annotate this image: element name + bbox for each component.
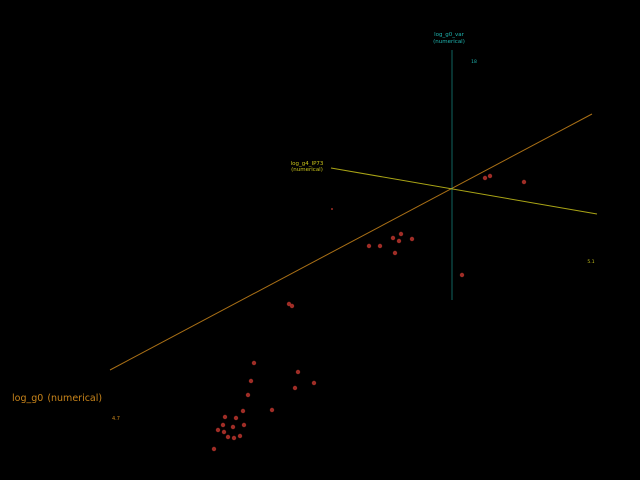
data-point bbox=[409, 236, 415, 242]
data-point bbox=[237, 433, 243, 439]
x-axis-title: log_g0 bbox=[12, 393, 43, 404]
data-point bbox=[240, 408, 246, 414]
data-point bbox=[289, 303, 295, 309]
points-layer bbox=[211, 173, 527, 452]
data-point bbox=[248, 378, 254, 384]
data-point bbox=[295, 369, 301, 375]
x-axis-tick-min: 4.7 bbox=[112, 416, 120, 422]
data-point bbox=[215, 427, 221, 433]
data-point bbox=[390, 235, 396, 241]
data-point bbox=[396, 238, 402, 244]
data-point bbox=[233, 415, 239, 421]
data-point bbox=[222, 414, 228, 420]
x-axis-kind: (numerical) bbox=[47, 393, 102, 404]
data-point bbox=[245, 392, 251, 398]
x-axis-line bbox=[109, 113, 593, 371]
data-point bbox=[398, 231, 404, 237]
data-point bbox=[377, 243, 383, 249]
y-axis-tick-max: 18 bbox=[471, 59, 477, 65]
data-point bbox=[392, 250, 398, 256]
y-axis-title: log_g0_var bbox=[434, 32, 465, 38]
z-axis-title: log_g4_IP73 bbox=[291, 161, 324, 167]
data-point bbox=[331, 208, 333, 210]
z-axis-line bbox=[330, 167, 598, 215]
z-axis-kind: (numerical) bbox=[291, 167, 323, 173]
data-point bbox=[230, 424, 236, 430]
z-axis-tick-max: 5.1 bbox=[587, 259, 594, 265]
data-point bbox=[225, 434, 231, 440]
data-point bbox=[482, 175, 488, 181]
y-axis-kind: (numerical) bbox=[433, 39, 465, 45]
data-point bbox=[221, 429, 227, 435]
axes-layer bbox=[109, 50, 598, 371]
axis-labels: log_g0 (numerical) 4.7 log_g0_var (numer… bbox=[12, 32, 595, 422]
data-point bbox=[521, 179, 527, 185]
data-point bbox=[269, 407, 275, 413]
data-point bbox=[366, 243, 372, 249]
data-point bbox=[220, 422, 226, 428]
data-point bbox=[231, 435, 237, 441]
data-point bbox=[241, 422, 247, 428]
data-point bbox=[487, 173, 493, 179]
data-point bbox=[211, 446, 217, 452]
data-point bbox=[292, 385, 298, 391]
data-point bbox=[459, 272, 465, 278]
data-point bbox=[311, 380, 317, 386]
data-point bbox=[251, 360, 257, 366]
